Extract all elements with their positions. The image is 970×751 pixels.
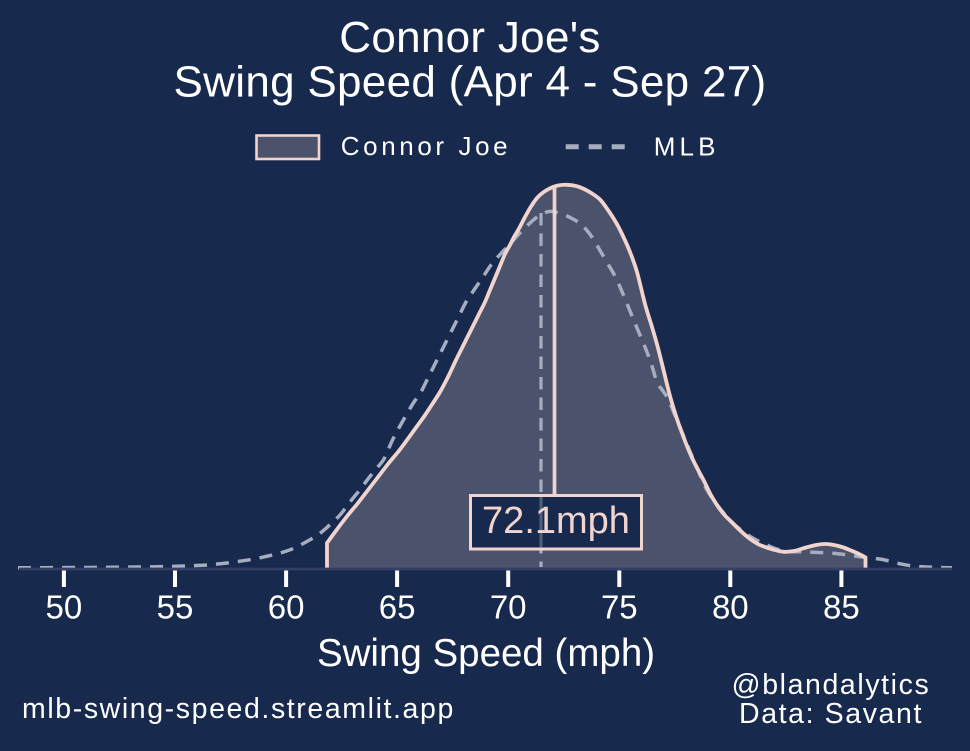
svg-text:55: 55 <box>157 589 194 626</box>
svg-text:70: 70 <box>490 589 527 626</box>
svg-text:Data: Savant: Data: Savant <box>739 698 923 730</box>
svg-text:Connor Joe's: Connor Joe's <box>339 13 600 62</box>
svg-text:Connor Joe: Connor Joe <box>341 131 511 161</box>
svg-text:mlb-swing-speed.streamlit.app: mlb-swing-speed.streamlit.app <box>22 693 455 725</box>
svg-text:85: 85 <box>823 589 860 626</box>
svg-text:72.1mph: 72.1mph <box>482 500 630 542</box>
svg-text:60: 60 <box>268 589 305 626</box>
svg-text:65: 65 <box>379 589 416 626</box>
svg-text:50: 50 <box>46 589 83 626</box>
svg-text:75: 75 <box>601 589 638 626</box>
svg-text:Swing Speed (Apr 4 - Sep 27): Swing Speed (Apr 4 - Sep 27) <box>174 58 767 107</box>
svg-text:Swing Speed (mph): Swing Speed (mph) <box>317 632 655 675</box>
svg-text:MLB: MLB <box>654 131 720 161</box>
svg-text:80: 80 <box>712 589 749 626</box>
svg-text:@blandalytics: @blandalytics <box>732 669 931 701</box>
